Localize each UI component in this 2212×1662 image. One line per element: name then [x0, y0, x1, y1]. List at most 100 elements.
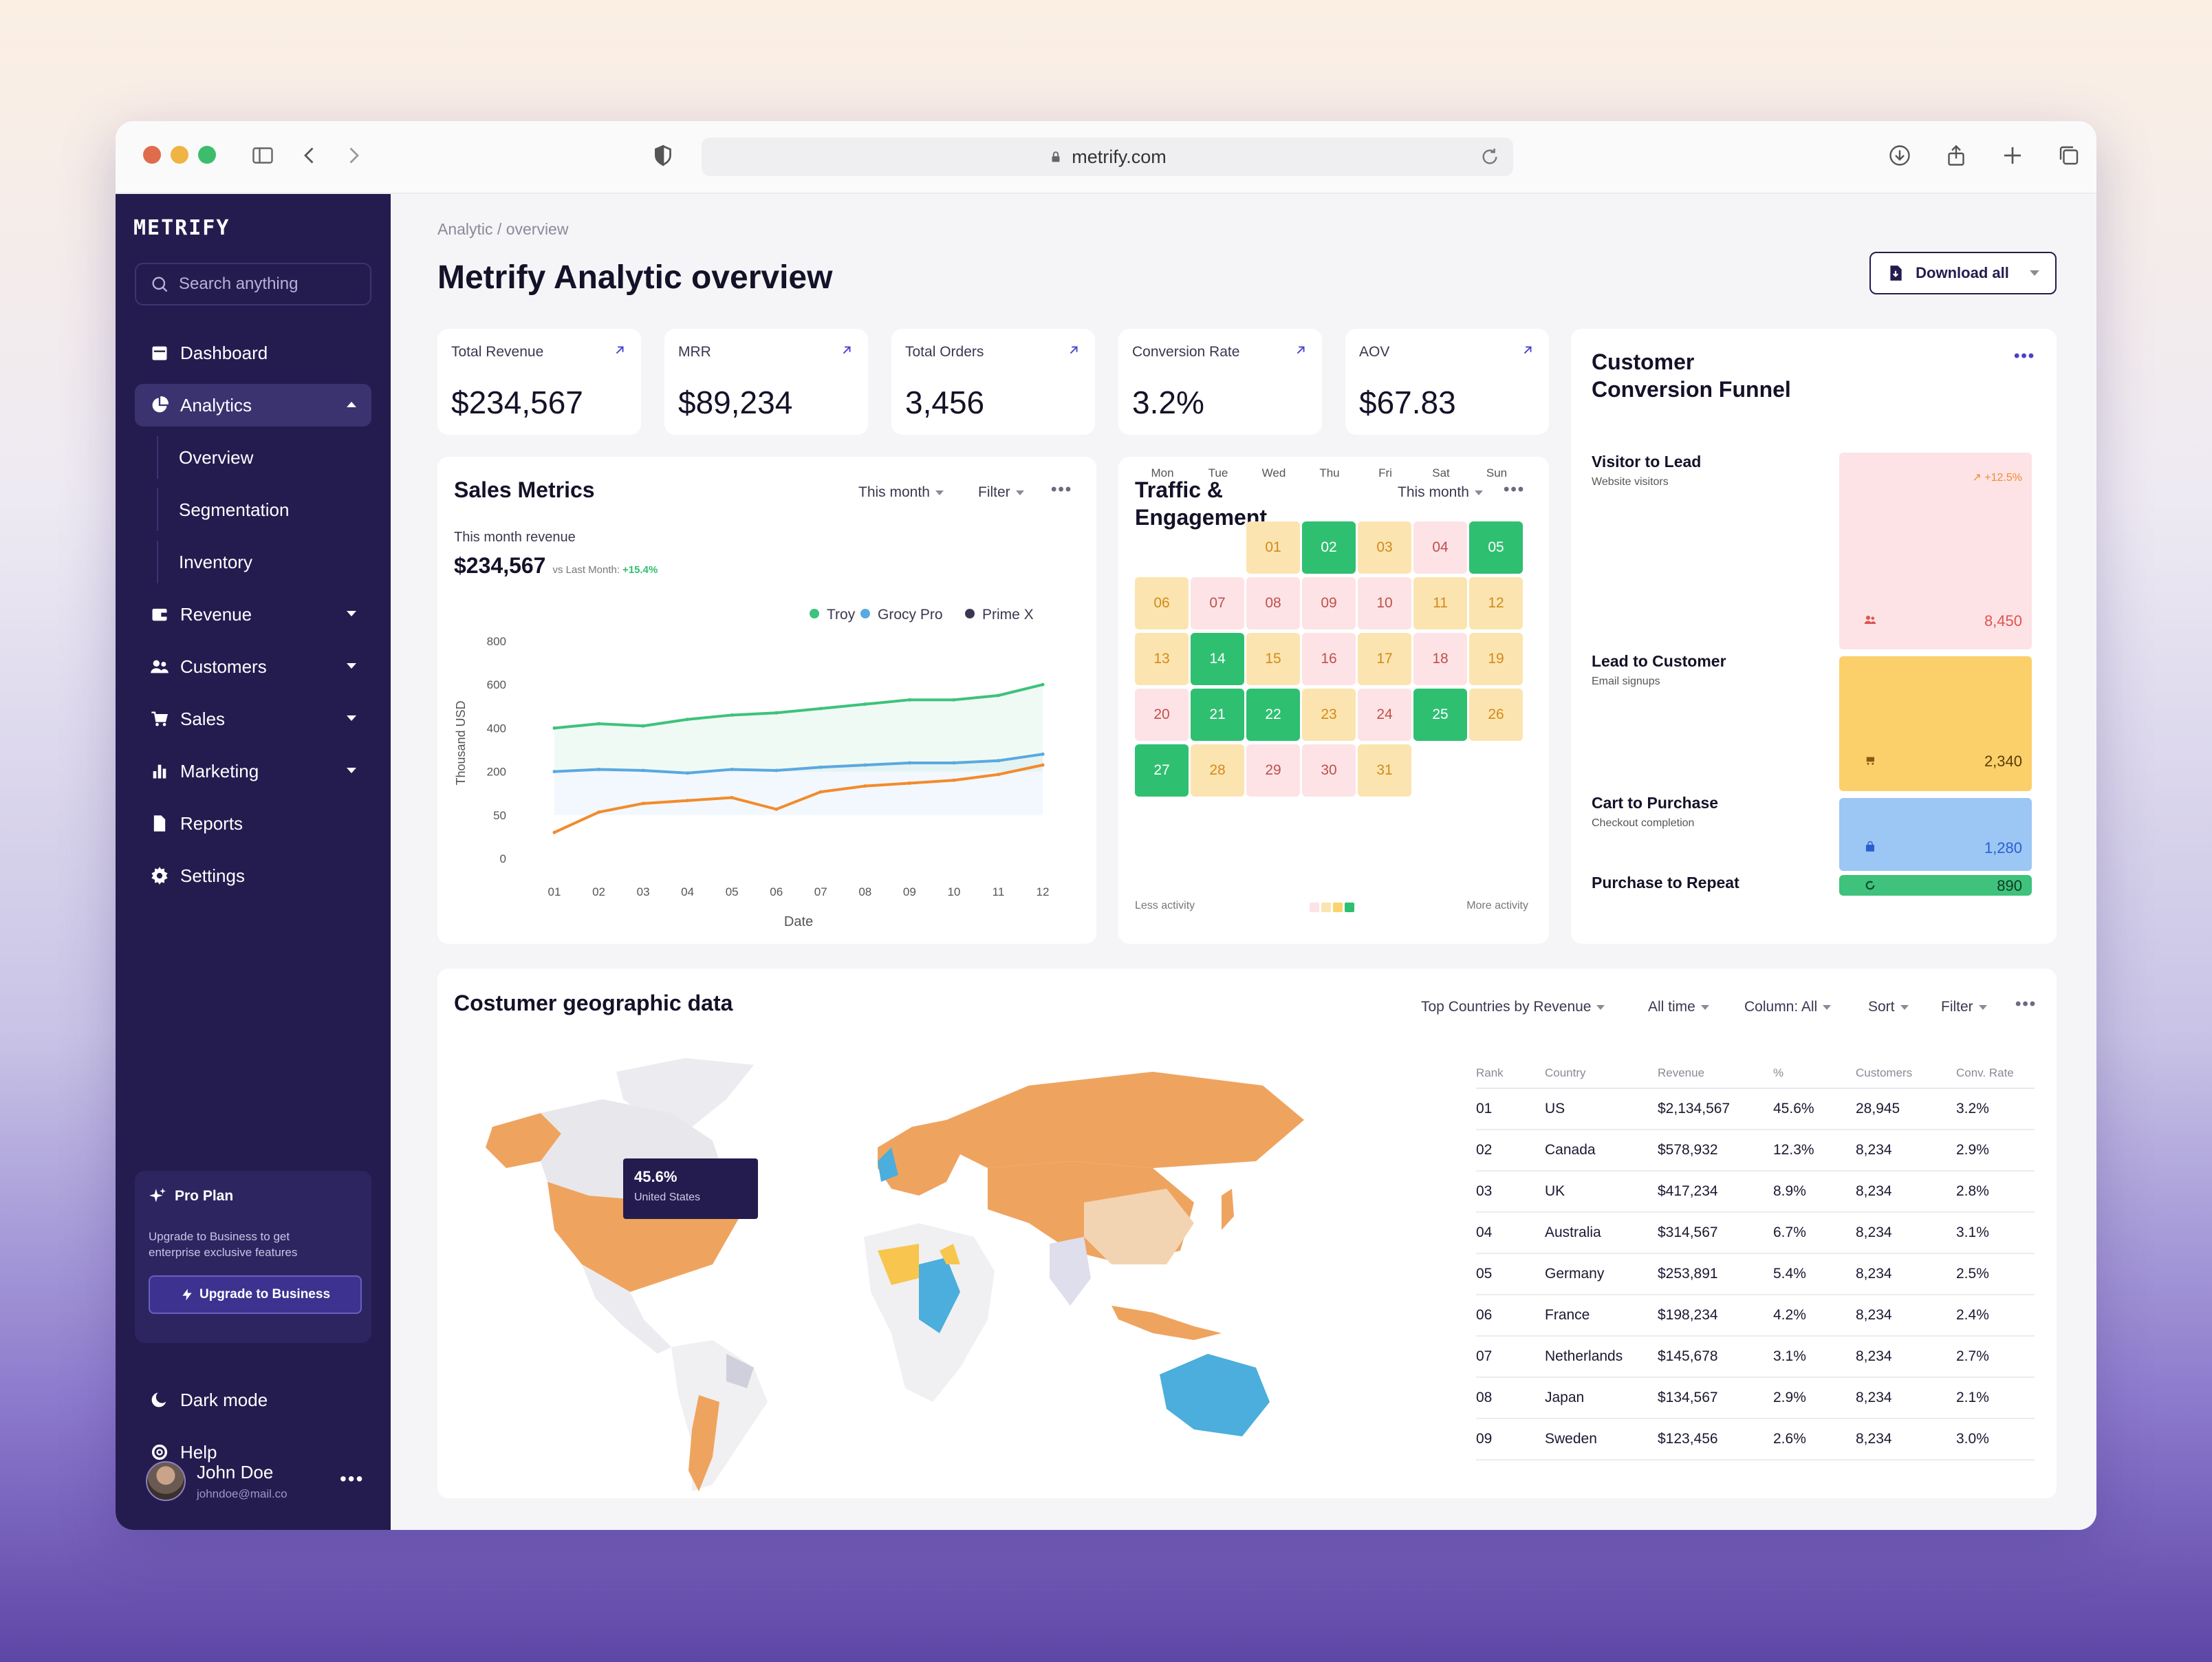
kpi-card-mrr[interactable]: MRR $89,234 [664, 329, 868, 435]
funnel-bar-cart[interactable]: 1,280 [1839, 798, 2032, 871]
data-point[interactable] [952, 698, 956, 702]
sidebar-toggle-icon[interactable] [249, 142, 276, 169]
more-options-icon[interactable]: ••• [340, 1468, 365, 1489]
data-point[interactable] [818, 706, 823, 711]
series-line-grocy-pro[interactable] [554, 753, 1043, 775]
column-header[interactable]: Revenue [1658, 1058, 1773, 1089]
download-all-button[interactable]: Download all [1869, 252, 2057, 294]
download-icon[interactable] [1886, 142, 1913, 169]
search-input[interactable]: Search anything [135, 263, 371, 305]
sidebar-subitem-segmentation[interactable]: Segmentation [157, 488, 363, 531]
legend-item[interactable]: Grocy Pro [860, 607, 943, 623]
calendar-day[interactable]: 05 [1469, 521, 1523, 574]
calendar-day[interactable]: 16 [1302, 633, 1356, 685]
region-australia[interactable] [1160, 1354, 1270, 1436]
calendar-day[interactable]: 04 [1413, 521, 1467, 574]
data-point[interactable] [641, 768, 645, 773]
sidebar-subitem-overview[interactable]: Overview [157, 436, 363, 479]
sidebar-item-dashboard[interactable]: Dashboard [135, 332, 371, 374]
data-point[interactable] [686, 799, 690, 803]
forward-icon[interactable] [340, 142, 367, 169]
calendar-day[interactable]: 19 [1469, 633, 1523, 685]
data-point[interactable] [552, 770, 556, 774]
table-row[interactable]: 03 UK $417,234 8.9% 8,234 2.8% [1476, 1171, 2035, 1213]
data-point[interactable] [597, 767, 601, 771]
kpi-card-total-revenue[interactable]: Total Revenue $234,567 [437, 329, 641, 435]
calendar-day[interactable]: 29 [1246, 744, 1300, 797]
new-tab-icon[interactable] [1999, 142, 2026, 169]
region-russia[interactable] [946, 1072, 1304, 1168]
kpi-card-total-orders[interactable]: Total Orders 3,456 [891, 329, 1095, 435]
data-point[interactable] [996, 693, 1000, 698]
calendar-day[interactable]: 03 [1358, 521, 1411, 574]
calendar-day[interactable]: 02 [1302, 521, 1356, 574]
calendar-day[interactable]: 21 [1191, 689, 1244, 741]
table-row[interactable]: 07 Netherlands $145,678 3.1% 8,234 2.7% [1476, 1336, 2035, 1378]
data-point[interactable] [686, 771, 690, 775]
upgrade-button[interactable]: Upgrade to Business [149, 1275, 362, 1314]
more-options-icon[interactable]: ••• [2015, 995, 2037, 1013]
data-point[interactable] [1041, 682, 1045, 687]
data-point[interactable] [818, 790, 823, 794]
share-icon[interactable] [1942, 142, 1970, 169]
tabs-overview-icon[interactable] [2055, 142, 2083, 169]
calendar-day[interactable]: 22 [1246, 689, 1300, 741]
data-point[interactable] [774, 711, 779, 715]
data-point[interactable] [996, 759, 1000, 763]
calendar-day[interactable]: 15 [1246, 633, 1300, 685]
calendar-day[interactable]: 08 [1246, 577, 1300, 629]
reload-icon[interactable] [1479, 146, 1501, 168]
data-point[interactable] [818, 765, 823, 769]
funnel-bar-repeat[interactable]: 890 [1839, 875, 2032, 896]
sidebar-item-settings[interactable]: Settings [135, 854, 371, 897]
table-row[interactable]: 02 Canada $578,932 12.3% 8,234 2.9% [1476, 1130, 2035, 1172]
back-icon[interactable] [296, 142, 323, 169]
data-point[interactable] [996, 773, 1000, 777]
world-map[interactable] [465, 1044, 1414, 1498]
region-japan[interactable] [1222, 1189, 1234, 1230]
column-header[interactable]: Country [1545, 1058, 1658, 1089]
data-point[interactable] [730, 713, 734, 717]
table-row[interactable]: 06 France $198,234 4.2% 8,234 2.4% [1476, 1295, 2035, 1337]
sidebar-item-reports[interactable]: Reports [135, 802, 371, 845]
sidebar-item-revenue[interactable]: Revenue [135, 593, 371, 636]
table-row[interactable]: 01 US $2,134,567 45.6% 28,945 3.2% [1476, 1088, 2035, 1130]
close-window-button[interactable] [143, 146, 161, 164]
calendar-day[interactable]: 23 [1302, 689, 1356, 741]
data-point[interactable] [952, 778, 956, 782]
calendar-day[interactable]: 20 [1135, 689, 1189, 741]
table-row[interactable]: 05 Germany $253,891 5.4% 8,234 2.5% [1476, 1253, 2035, 1295]
region-europe[interactable] [878, 1120, 960, 1196]
calendar-day[interactable]: 10 [1358, 577, 1411, 629]
calendar-day[interactable]: 31 [1358, 744, 1411, 797]
sort-dropdown[interactable]: Sort [1868, 999, 1909, 1015]
calendar-day[interactable]: 28 [1191, 744, 1244, 797]
time-range-dropdown[interactable]: All time [1648, 999, 1709, 1015]
sidebar-item-analytics[interactable]: Analytics [135, 384, 371, 427]
help-link[interactable]: Help [135, 1431, 371, 1474]
filter-dropdown[interactable]: Filter [978, 484, 1024, 501]
column-header[interactable]: % [1773, 1058, 1856, 1089]
calendar-day[interactable]: 24 [1358, 689, 1411, 741]
calendar-day[interactable]: 14 [1191, 633, 1244, 685]
data-point[interactable] [863, 784, 867, 788]
data-point[interactable] [1041, 752, 1045, 756]
filter-dropdown[interactable]: Filter [1941, 999, 1987, 1015]
series-line-prime-x[interactable] [554, 764, 1043, 834]
sidebar-subitem-inventory[interactable]: Inventory [157, 541, 363, 583]
calendar-day[interactable]: 25 [1413, 689, 1467, 741]
calendar-day[interactable]: 26 [1469, 689, 1523, 741]
dark-mode-toggle[interactable]: Dark mode [135, 1379, 371, 1421]
calendar-day[interactable]: 09 [1302, 577, 1356, 629]
column-header[interactable]: Rank [1476, 1058, 1545, 1089]
calendar-day[interactable]: 01 [1246, 521, 1300, 574]
more-options-icon[interactable]: ••• [2014, 347, 2036, 365]
data-point[interactable] [686, 717, 690, 722]
data-point[interactable] [1041, 763, 1045, 767]
kpi-card-aov[interactable]: AOV $67.83 [1345, 329, 1549, 435]
data-point[interactable] [863, 702, 867, 706]
data-point[interactable] [597, 722, 601, 726]
minimize-window-button[interactable] [171, 146, 188, 164]
data-point[interactable] [641, 724, 645, 728]
data-point[interactable] [641, 801, 645, 806]
